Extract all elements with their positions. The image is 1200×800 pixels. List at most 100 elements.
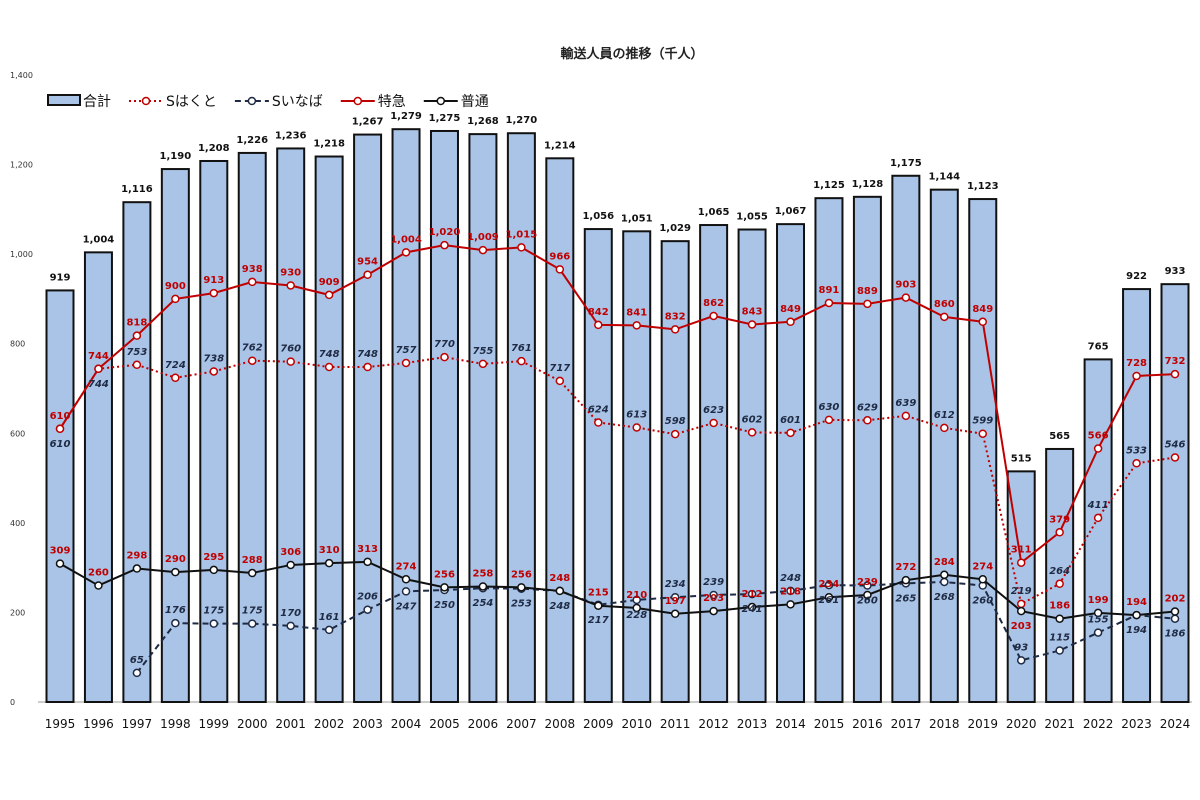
data-point [709, 311, 718, 321]
data-point [709, 418, 718, 428]
point-label: 732 [1165, 356, 1186, 367]
bar-total [660, 240, 690, 703]
point-label: 717 [549, 363, 570, 374]
x-tick-label: 2002 [314, 717, 345, 731]
data-point [401, 358, 411, 368]
point-label: 630 [819, 402, 840, 413]
bar-label: 1,144 [928, 172, 960, 183]
point-label: 202 [1165, 594, 1186, 605]
x-tick-label: 2001 [275, 717, 306, 731]
series-line-普通 [59, 560, 1176, 620]
data-point [940, 423, 949, 433]
bar-label: 1,004 [83, 234, 115, 245]
data-point [286, 281, 295, 290]
data-point [324, 558, 334, 568]
data-point [440, 352, 449, 362]
data-point [709, 606, 718, 616]
data-point [1170, 607, 1180, 616]
point-label: 161 [319, 612, 340, 623]
point-label: 738 [203, 353, 224, 364]
data-point [786, 600, 795, 609]
x-tick-label: 2003 [352, 717, 383, 731]
point-label: 757 [396, 345, 417, 356]
data-point [209, 367, 219, 376]
point-label: 862 [703, 298, 724, 309]
bar-total [353, 133, 383, 703]
data-point [324, 290, 334, 300]
x-tick-label: 2020 [1006, 717, 1037, 731]
point-label: 624 [588, 405, 609, 416]
point-label: 186 [1049, 601, 1070, 612]
point-label: 186 [1165, 629, 1186, 640]
x-tick-label: 2009 [583, 717, 614, 731]
data-point [824, 415, 834, 425]
data-point [786, 428, 795, 438]
bar-total [45, 289, 75, 703]
bar-total [891, 174, 921, 703]
bar-label: 1,055 [736, 212, 768, 223]
x-tick-label: 2012 [698, 717, 729, 731]
data-point [1093, 628, 1103, 637]
data-point [324, 625, 334, 635]
bar-label: 1,128 [852, 179, 884, 190]
point-label: 843 [742, 306, 763, 317]
bar-label: 1,190 [160, 151, 192, 162]
point-label: 206 [357, 592, 378, 603]
legend-label: 特急 [378, 94, 406, 110]
data-point [286, 357, 295, 366]
x-tick-label: 1999 [199, 717, 230, 731]
bar-label: 1,116 [121, 184, 153, 195]
data-point [1093, 444, 1103, 453]
bar-total [429, 129, 459, 704]
data-point [632, 321, 641, 330]
point-label: 755 [472, 346, 493, 357]
point-label: 728 [1126, 358, 1147, 369]
point-label: 170 [280, 608, 301, 619]
bar-label: 1,236 [275, 130, 307, 141]
point-label: 900 [165, 281, 186, 292]
y-tick-label: 1,200 [10, 161, 33, 170]
series-line-特急 [59, 244, 1176, 565]
point-label: 264 [1049, 566, 1070, 577]
point-label: 203 [1011, 621, 1032, 632]
point-label: 724 [165, 360, 186, 371]
bar-total [852, 195, 882, 703]
data-point [1055, 614, 1064, 623]
data-point [1016, 558, 1026, 567]
bar-label: 1,125 [813, 180, 845, 191]
data-point [209, 565, 219, 575]
data-point [363, 605, 372, 614]
bar-label: 1,051 [621, 213, 653, 224]
point-label: 744 [88, 379, 109, 390]
data-point [632, 603, 641, 613]
data-point [247, 277, 257, 287]
point-label: 930 [280, 267, 301, 278]
point-label: 1,009 [467, 232, 499, 243]
data-point [1093, 608, 1103, 618]
bar-label: 1,268 [467, 116, 499, 127]
data-point [594, 320, 603, 330]
bar-total [1122, 288, 1152, 703]
point-label: 842 [588, 307, 609, 318]
bar-total [699, 224, 729, 704]
point-label: 298 [126, 551, 147, 562]
data-point [440, 583, 449, 592]
data-point [209, 619, 219, 628]
legend-marker [353, 96, 363, 106]
data-labels: 919 1,004 1,116 1,190 1,208 1,226 1,236 1,218 1,… [50, 111, 1186, 666]
point-label: 744 [88, 351, 109, 362]
bar-label: 933 [1165, 266, 1186, 277]
data-point [1132, 371, 1141, 381]
bar-label: 765 [1088, 341, 1109, 352]
x-tick-label: 2018 [929, 717, 960, 731]
data-point [1055, 646, 1064, 655]
data-point [978, 317, 988, 327]
data-point [401, 575, 411, 584]
x-tick-label: 2000 [237, 717, 268, 731]
data-point [517, 583, 526, 592]
x-tick-label: 2004 [391, 717, 422, 731]
point-label: 629 [857, 402, 878, 413]
point-label: 272 [895, 562, 916, 573]
point-label: 913 [203, 275, 224, 286]
data-point [594, 418, 603, 427]
